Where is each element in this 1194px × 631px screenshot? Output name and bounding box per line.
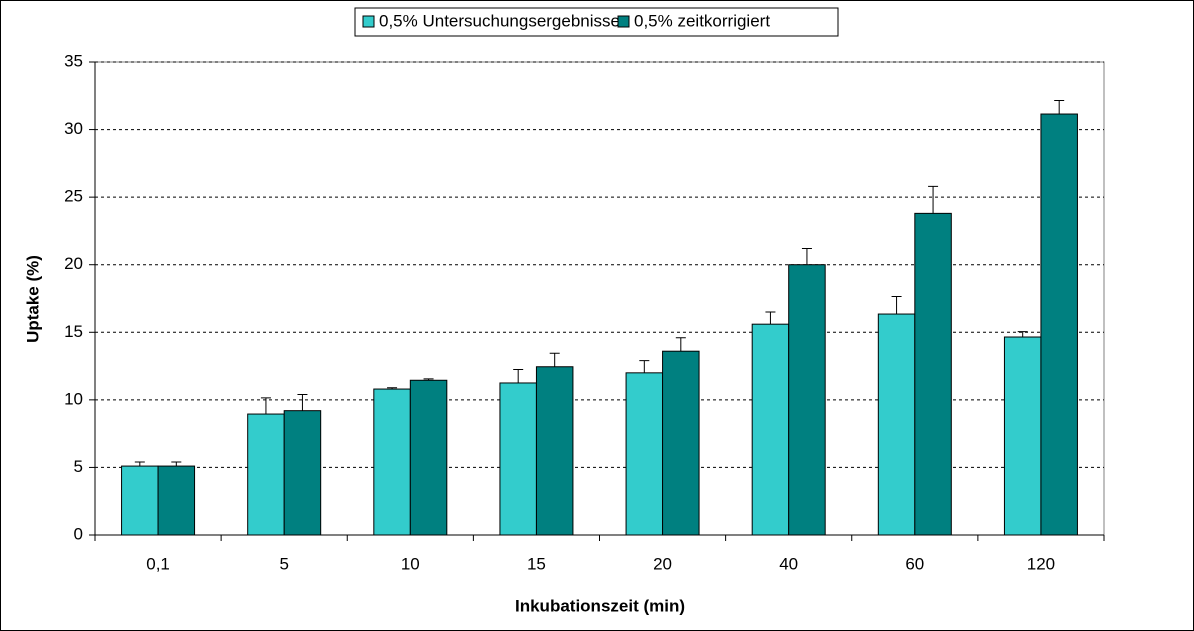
error-bar [297, 393, 308, 411]
error-bar [801, 247, 812, 265]
y-axis-title: Uptake (%) [23, 255, 42, 343]
x-tick-label: 15 [527, 554, 546, 573]
bar [247, 413, 285, 536]
x-tick-label: 40 [779, 554, 798, 573]
legend-label: 0,5% Untersuchungsergebnisse [379, 11, 620, 30]
x-tick-label: 120 [1027, 554, 1055, 573]
y-tick-label: 5 [74, 457, 83, 476]
y-tick-label: 15 [64, 322, 83, 341]
bar [877, 313, 916, 536]
bar [1040, 113, 1078, 536]
bar [788, 264, 826, 536]
bar [157, 465, 196, 536]
error-bar [423, 378, 434, 381]
y-tick-label: 0 [74, 524, 83, 543]
error-bar [639, 360, 650, 373]
bar [409, 379, 448, 536]
error-bar [928, 185, 939, 214]
error-bar [1017, 331, 1028, 338]
plot-area [94, 61, 1105, 536]
y-tick-label: 10 [64, 389, 83, 408]
x-tick-label: 10 [401, 554, 420, 573]
error-bar [171, 461, 182, 467]
y-tick-label: 35 [64, 51, 83, 70]
error-bar [387, 387, 398, 390]
bar [373, 388, 411, 536]
bar [121, 465, 159, 536]
legend-swatch [362, 15, 375, 28]
bar [499, 382, 537, 536]
y-tick-label: 25 [64, 187, 83, 206]
error-bar [675, 337, 686, 352]
x-tick-label: 20 [653, 554, 672, 573]
legend-label: 0,5% zeitkorrigiert [634, 11, 770, 30]
bar [1003, 336, 1042, 536]
error-bar [765, 311, 776, 325]
error-bar [134, 461, 145, 467]
y-tick-label: 30 [64, 119, 83, 138]
error-bar [891, 295, 902, 315]
legend-box [354, 7, 839, 37]
legend-swatch [617, 15, 630, 28]
error-bar [260, 397, 271, 415]
bar [625, 372, 664, 536]
x-tick-label: 0,1 [146, 554, 170, 573]
error-bar [1054, 100, 1065, 115]
bar [535, 366, 574, 536]
x-tick-label: 60 [905, 554, 924, 573]
error-bar [513, 368, 524, 383]
x-axis-title: Inkubationszeit (min) [515, 596, 685, 615]
bar [914, 212, 952, 536]
bar [662, 350, 700, 536]
error-bar [549, 352, 560, 367]
bar [283, 410, 322, 536]
bar [751, 323, 790, 536]
y-tick-label: 20 [64, 254, 83, 273]
x-tick-label: 5 [279, 554, 288, 573]
